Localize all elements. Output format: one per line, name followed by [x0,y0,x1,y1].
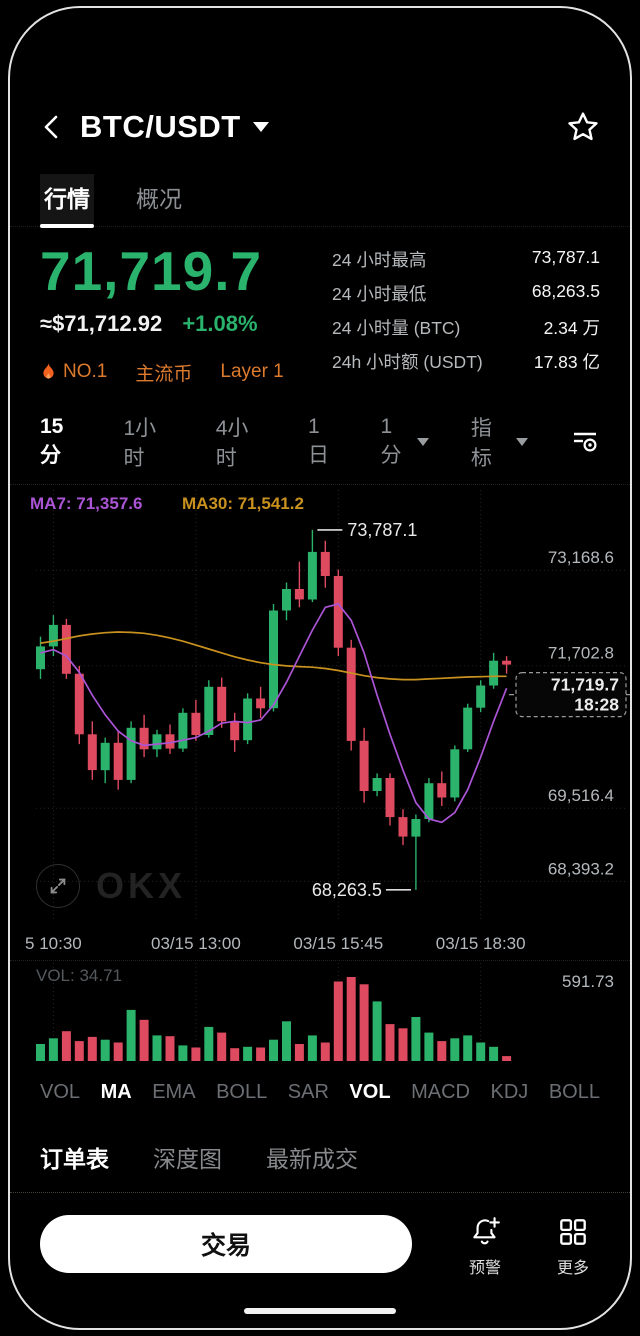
tab-latest-trades[interactable]: 最新成交 [266,1145,358,1172]
top-tab-bar: 行情 概况 [10,174,630,228]
badges: NO.1 主流币 Layer 1 [40,359,284,386]
candlestick-chart[interactable]: 73,168.6 71,702.8 69,516.4 68,393.2 5 10:30 0… [10,483,630,960]
volume-chart-svg[interactable]: VOL: 34.71 591.73 [10,961,630,1067]
timeframe-15m[interactable]: 15分 [40,414,64,467]
alert-button[interactable]: 预警 [454,1215,516,1278]
timeframe-dropdown[interactable]: 1分 [381,415,429,469]
trade-button[interactable]: 交易 [40,1214,412,1273]
bell-plus-icon [473,1216,500,1245]
svg-text:68,263.5: 68,263.5 [312,880,382,900]
stat-row: 24 小时最低 68,263.5 [332,281,600,304]
pair-dropdown-caret-icon[interactable] [252,122,269,132]
price-chart-svg[interactable]: 73,168.6 71,702.8 69,516.4 68,393.2 5 10:30 0… [10,485,630,960]
expand-arrows-icon [50,878,66,894]
price-subrow: ≈$71,712.92 +1.08% [40,311,284,337]
chart-settings-icon[interactable] [570,429,600,455]
svg-text:71,702.8: 71,702.8 [548,643,614,662]
bottom-action-bar: 交易 预警 更多 [10,1214,630,1278]
timeframe-4h[interactable]: 4小时 [215,416,249,470]
stat-row: 24 小时最高 73,787.1 [332,247,600,270]
stat-row: 24h 小时额 (USDT) 17.83 亿 [332,352,600,372]
stat-row: 24 小时量 (BTC) 2.34 万 [332,318,600,338]
svg-text:71,719.7: 71,719.7 [551,674,619,694]
timeframe-bar: 15分 1小时 4小时 1日 1分 指标 [10,412,630,472]
indicator-vol[interactable]: VOL [40,1080,81,1103]
svg-text:03/15 13:00: 03/15 13:00 [151,934,241,953]
svg-text:591.73: 591.73 [562,972,614,991]
action-icons: 预警 更多 [454,1215,604,1278]
svg-text:03/15 15:45: 03/15 15:45 [293,934,383,953]
svg-text:MA30: 71,541.2: MA30: 71,541.2 [182,494,304,513]
svg-text:73,168.6: 73,168.6 [548,548,614,567]
favorite-star-icon[interactable] [566,110,600,144]
indicator-ema[interactable]: EMA [152,1080,196,1103]
orderbook-tab-bar: 订单表 深度图 最新成交 [10,1140,630,1193]
rank-badge[interactable]: NO.1 [40,361,107,383]
svg-text:5 10:30: 5 10:30 [25,934,82,953]
grid-more-icon [560,1218,586,1245]
flame-icon [43,362,54,379]
expand-chart-button[interactable] [36,863,80,908]
tab-market[interactable]: 行情 [40,174,94,228]
okx-logo: OKX [96,864,187,906]
svg-text:18:28: 18:28 [574,694,619,714]
indicator-ma[interactable]: MA [100,1080,132,1103]
header: BTC/USDT [10,104,630,150]
tab-depth-chart[interactable]: 深度图 [153,1145,222,1172]
chevron-down-icon [515,437,528,446]
home-indicator[interactable] [244,1307,396,1314]
indicator-sar[interactable]: SAR [287,1080,329,1103]
tab-overview[interactable]: 概况 [136,186,182,212]
more-button[interactable]: 更多 [542,1215,604,1278]
indicator-boll[interactable]: BOLL [216,1080,268,1103]
timeframe-1d[interactable]: 1日 [307,414,329,467]
svg-text:73,787.1: 73,787.1 [347,520,417,540]
svg-text:68,393.2: 68,393.2 [548,859,614,878]
price-left: 71,719.7 ≈$71,712.92 +1.08% NO.1 主流币 Lay… [40,240,284,386]
back-icon[interactable] [40,114,66,140]
last-price: 71,719.7 [40,240,263,302]
layer1-badge[interactable]: Layer 1 [220,361,284,383]
chart-watermark: OKX [36,863,187,908]
svg-text:VOL: 34.71: VOL: 34.71 [36,966,122,985]
usd-price: ≈$71,712.92 [40,310,163,336]
stats-panel: 24 小时最高 73,787.1 24 小时最低 68,263.5 24 小时量 (… [332,247,600,386]
timeframe-1h[interactable]: 1小时 [123,416,157,470]
app-screen: BTC/USDT 行情 概况 71,719.7 ≈$71,712.92 +1.0… [10,8,630,1314]
chevron-down-icon [416,437,429,446]
change-percent: +1.08% [182,310,258,336]
mainstream-badge[interactable]: 主流币 [135,363,193,385]
tab-order-book[interactable]: 订单表 [40,1145,109,1172]
indicator-kdj[interactable]: KDJ [490,1080,529,1103]
indicator-boll2[interactable]: BOLL [548,1080,600,1103]
indicator-macd[interactable]: MACD [411,1080,470,1103]
price-section: 71,719.7 ≈$71,712.92 +1.08% NO.1 主流币 Lay… [10,240,630,386]
svg-text:69,516.4: 69,516.4 [548,786,614,805]
svg-text:03/15 18:30: 03/15 18:30 [436,934,526,953]
indicator-dropdown[interactable]: 指标 [471,412,528,472]
svg-text:MA7: 71,357.6: MA7: 71,357.6 [30,494,142,513]
pair-title[interactable]: BTC/USDT [80,109,241,144]
indicator-tab-bar: VOL MA EMA BOLL SAR VOL MACD KDJ BOLL [10,1067,630,1114]
volume-pane[interactable]: VOL: 34.71 591.73 [10,959,630,1067]
phone-frame: BTC/USDT 行情 概况 71,719.7 ≈$71,712.92 +1.0… [8,6,632,1330]
indicator-vol2[interactable]: VOL [349,1080,391,1103]
